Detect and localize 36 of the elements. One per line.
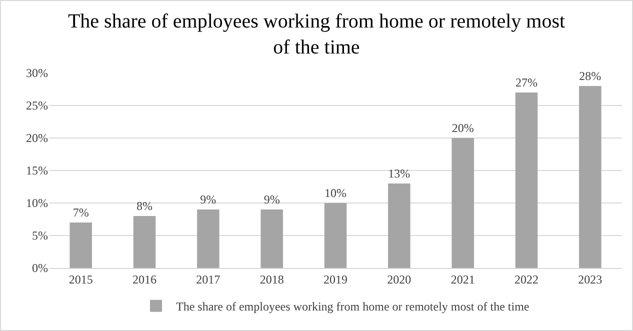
- data-label: 8%: [136, 199, 152, 213]
- data-label: 7%: [72, 206, 89, 220]
- chart-title: The share of employees working from home or remotely most of the time: [68, 10, 566, 58]
- y-tick-label: 25%: [26, 98, 48, 113]
- y-tick-label: 10%: [26, 196, 48, 210]
- data-label: 9%: [264, 192, 280, 206]
- bar: [515, 92, 538, 268]
- bar: [70, 222, 92, 268]
- y-tick-label: 0%: [32, 261, 48, 276]
- y-tick-label: 20%: [26, 131, 48, 146]
- x-tick-label: 2022: [514, 272, 538, 286]
- bar: [579, 86, 602, 268]
- x-tick-label: 2016: [132, 272, 156, 286]
- y-tick-label: 15%: [26, 164, 48, 178]
- data-label: 9%: [200, 192, 216, 206]
- legend-label: The share of employees working from home or remotely most of the time: [176, 300, 530, 314]
- data-label: 10%: [324, 186, 346, 200]
- data-label: 28%: [579, 69, 602, 83]
- x-tick-label: 2021: [450, 272, 475, 286]
- x-tick-label: 2017: [196, 272, 220, 286]
- bar: [197, 210, 220, 268]
- x-tick-label: 2019: [324, 272, 348, 286]
- x-tick-label: 2015: [68, 272, 93, 286]
- data-label: 27%: [516, 76, 538, 90]
- bar: [133, 216, 156, 268]
- x-tick-label: 2020: [387, 272, 412, 286]
- bar: [260, 210, 283, 268]
- data-label: 20%: [452, 121, 474, 135]
- bar: [452, 138, 474, 268]
- bar: [324, 203, 347, 268]
- x-tick-label: 2023: [578, 272, 602, 286]
- x-tick-label: 2018: [260, 272, 284, 286]
- y-tick-label: 30%: [26, 66, 48, 80]
- y-tick-label: 5%: [32, 228, 48, 243]
- bar: [388, 184, 410, 268]
- data-label: 13%: [388, 166, 410, 180]
